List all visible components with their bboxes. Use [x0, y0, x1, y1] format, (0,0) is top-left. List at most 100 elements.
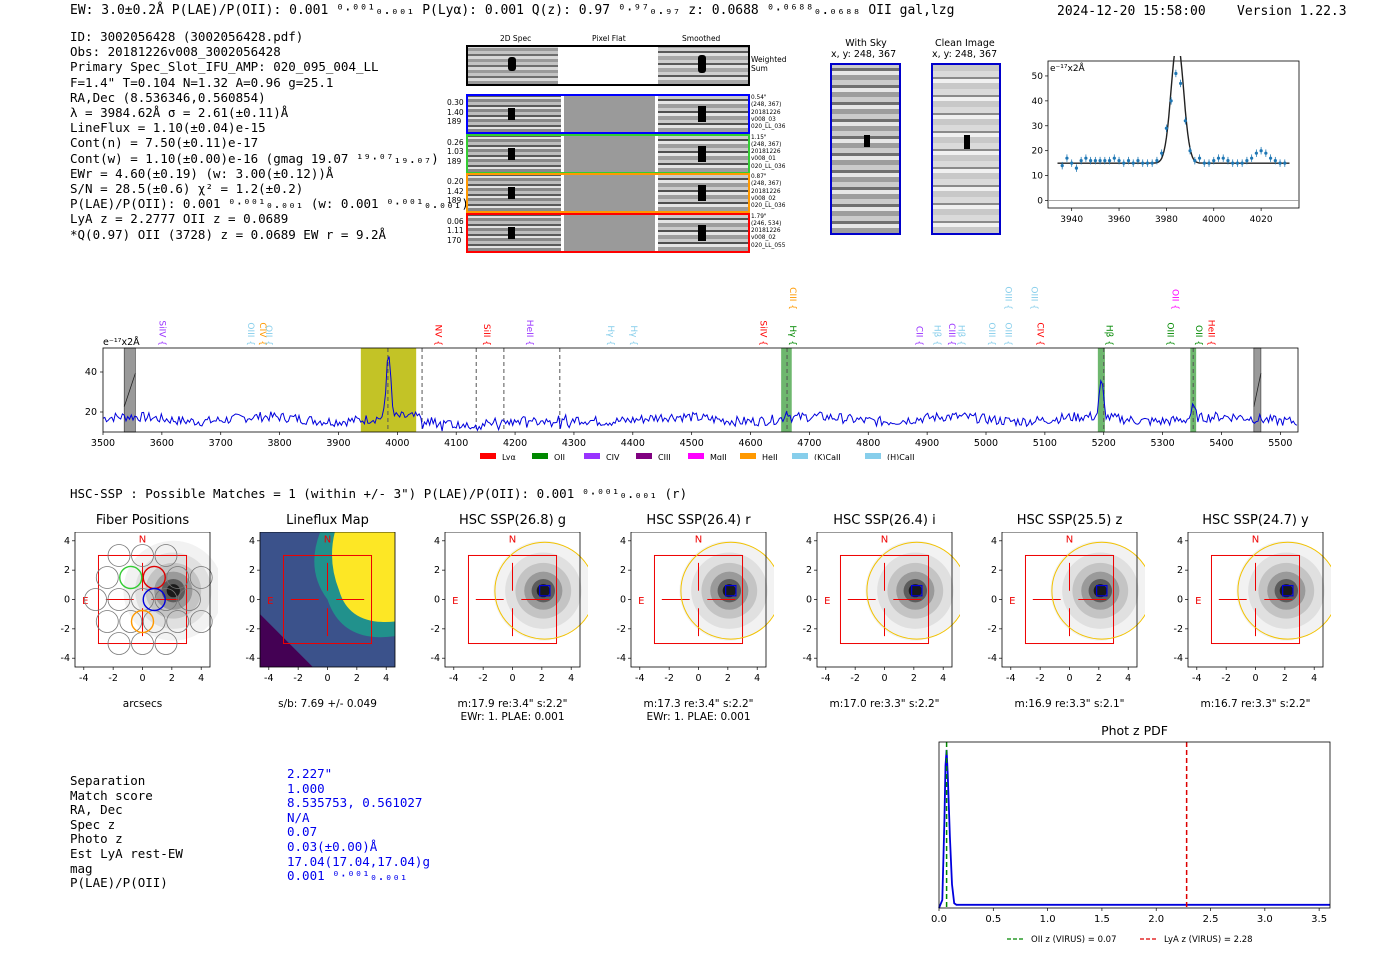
spectrum-legend-swatch	[688, 453, 704, 459]
match-value-photoz: 0.07	[287, 824, 318, 840]
spectrum-line-label: OIII {	[1164, 322, 1174, 346]
image-panel-plot: N E -4 -4 -2 -2 0 0 2 2 4 4	[617, 532, 774, 684]
photz-x-tick-label: 1.5	[1094, 914, 1110, 925]
photz-x-tick-label: 0.5	[985, 914, 1001, 925]
panel-y-tick-label: 0	[991, 595, 997, 606]
panel-y-tick-label: 0	[249, 595, 255, 606]
panel-y-tick-label: 4	[1177, 536, 1183, 547]
spectrum-line-label: OII {	[1193, 325, 1203, 346]
panel-x-tick-label: 0	[695, 673, 701, 684]
panel-y-tick-label: -2	[61, 624, 70, 635]
aperture-box	[1024, 554, 1115, 645]
panel-x-tick-label: -2	[664, 673, 673, 684]
panel-caption: arcsecs	[122, 698, 163, 710]
panel-x-tick-label: 0	[1252, 673, 1258, 684]
panel-y-tick-label: 2	[434, 565, 440, 576]
compass-east: E	[638, 596, 644, 607]
photz-legend-lya-label: LyA z (VIRUS) = 2.28	[1164, 935, 1253, 945]
panel-title: Lineflux Map	[286, 513, 369, 528]
stamp-row-stats: 0.20 1.42 189	[447, 177, 464, 205]
info-sn: S/N = 28.5(±0.6) χ² = 1.2(±0.2)	[70, 181, 304, 197]
panel-y-tick-label: -4	[803, 653, 812, 664]
fit-data-point	[1188, 149, 1192, 153]
panel-x-tick-label: 2	[169, 673, 175, 684]
stamp-smoothed-peak	[698, 185, 706, 201]
panel-y-tick-label: -4	[246, 653, 255, 664]
fit-y-tick-label: 50	[1032, 72, 1044, 82]
photz-legend-oii-label: OII z (VIRUS) = 0.07	[1031, 935, 1117, 945]
photz-pdf-curve	[938, 749, 1330, 909]
col-header-pixelflat: Pixel Flat	[592, 34, 626, 43]
stamp-row-box	[466, 94, 750, 134]
panel-x-tick-label: 0	[1066, 673, 1072, 684]
spectrum-line-label: NV {	[433, 325, 443, 346]
spectrum-x-tick-label: 5100	[1033, 438, 1057, 449]
spectrum-legend-swatch	[636, 453, 652, 459]
stamp-smoothed-peak	[698, 224, 706, 241]
catalog-match-marker	[539, 584, 551, 597]
photz-x-tick-label: 0.0	[931, 914, 947, 925]
panel-x-tick-label: -4	[449, 673, 458, 684]
panel-x-tick-label: -2	[1035, 673, 1044, 684]
stamp-row-box	[466, 173, 750, 213]
panel-caption: m:16.7 re:3.3" s:2.2"	[1200, 698, 1311, 710]
col-header-smoothed: Smoothed	[682, 34, 721, 43]
compass-north: N	[324, 534, 331, 545]
match-label-plae: P(LAE)/P(OII)	[70, 875, 168, 891]
fit-data-point	[1141, 161, 1145, 165]
panel-y-tick-label: 2	[1177, 565, 1183, 576]
info-cont-w: Cont(w) = 1.10(±0.00)e-16 (gmag 19.07 ¹⁹…	[70, 150, 439, 166]
panel-title: HSC SSP(26.8) g	[458, 513, 567, 528]
fiber-circle	[166, 610, 190, 633]
fit-data-point	[1107, 159, 1112, 163]
panel-y-tick-label: -4	[988, 653, 997, 664]
match-value-mag: 17.04(17.04,17.04)g	[287, 853, 430, 869]
fiber-circle	[84, 588, 107, 611]
fit-data-point	[1259, 149, 1263, 153]
spectrum-curve	[102, 356, 1298, 432]
panel-y-tick-label: 2	[806, 565, 812, 576]
fit-y-tick-label: 0	[1037, 197, 1043, 207]
fiber-circle	[154, 588, 178, 611]
fiber-circle	[166, 566, 190, 589]
panel-y-tick-label: 2	[64, 565, 70, 576]
panel-y-tick-label: 4	[434, 536, 440, 547]
match-label-photoz: Photo z	[70, 831, 123, 847]
fit-data-point	[1207, 161, 1211, 165]
panel-y-tick-label: -4	[1174, 653, 1183, 664]
fit-data-point	[1150, 161, 1154, 165]
fit-data-point	[1126, 159, 1131, 163]
compass-east: E	[82, 596, 88, 607]
stamp-row-stats: 0.30 1.40 189	[447, 98, 464, 126]
compass-north: N	[139, 534, 146, 545]
spectrum-mask-hatch	[1253, 373, 1262, 407]
panel-caption: m:16.9 re:3.3" s:2.1"	[1014, 698, 1125, 710]
panel-y-tick-label: -2	[1174, 624, 1183, 635]
spectrum-line-label: CII {	[914, 326, 924, 346]
panel-x-tick-label: 2	[725, 673, 731, 684]
info-obs: Obs: 20181226v008_3002056428	[70, 44, 281, 60]
panel-y-tick-label: 0	[806, 595, 812, 606]
match-label-radec: RA, Dec	[70, 802, 123, 818]
spectrum-legend-swatch	[740, 453, 756, 459]
image-panel-plot: N E -4 -4 -2 -2 0 0 2 2 4 4	[246, 532, 396, 684]
panel-y-tick-label: 4	[620, 536, 626, 547]
spectrum-line-label: OIII {	[1002, 322, 1012, 346]
match-value-plae: 0.001 ⁰·⁰⁰¹₀.₀₀₁	[287, 868, 408, 884]
panel-caption-secondary: EWr: 1. PLAE: 0.001	[646, 711, 751, 723]
stamp-pixel-flat	[564, 175, 655, 211]
fit-data-point	[1250, 156, 1254, 160]
stamp-2d-spec-peak	[508, 226, 515, 239]
with-sky-coords: x, y: 248, 367	[831, 49, 897, 60]
spectrum-y-tick-label: 20	[85, 407, 97, 418]
photz-frame	[938, 741, 1331, 909]
panel-y-tick-label: -2	[246, 624, 255, 635]
spectrum-line-label: OIII {	[245, 322, 255, 346]
spectrum-legend-label: MgII	[710, 453, 727, 460]
with-sky-title: With Sky	[845, 38, 887, 49]
stamp-row-stats: 0.26 1.03 189	[447, 137, 464, 166]
stamp-smoothed-peak	[698, 145, 706, 162]
galaxy-glow	[679, 540, 774, 641]
fit-data-point	[1060, 164, 1064, 168]
spectrum-x-tick-label: 3500	[91, 438, 115, 449]
